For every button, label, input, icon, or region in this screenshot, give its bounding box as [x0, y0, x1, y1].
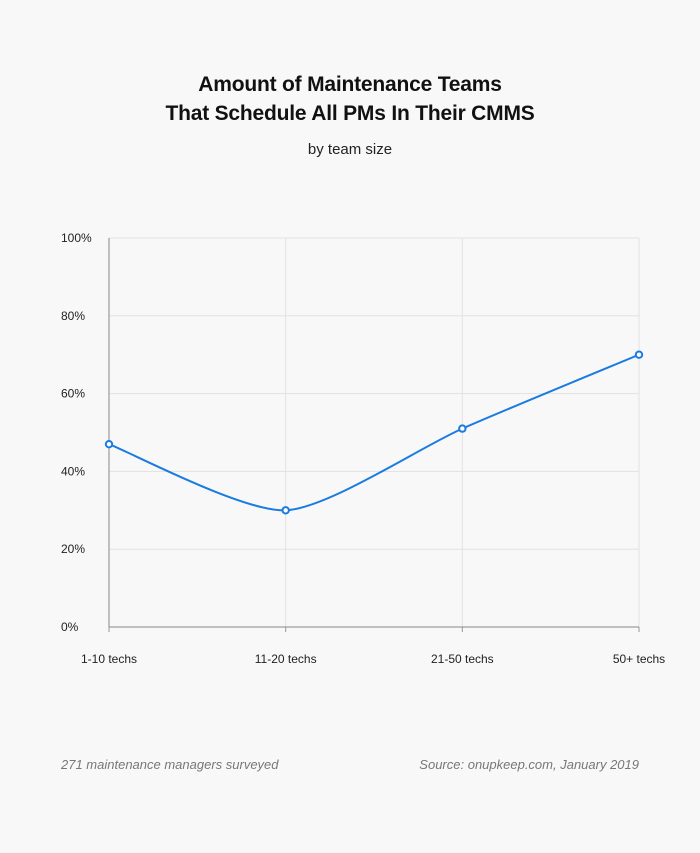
chart-subtitle: by team size: [307, 141, 393, 158]
y-tick-label: 20%: [61, 542, 85, 556]
series-line: [108, 353, 640, 512]
x-tick-label: 1-10 techs: [81, 652, 137, 666]
chart-title-line-1: Amount of Maintenance Teams: [198, 73, 502, 96]
x-tick-label: 50+ techs: [613, 652, 665, 666]
x-tick-label: 21-50 techs: [431, 652, 494, 666]
y-tick-label: 80%: [61, 309, 85, 323]
y-tick-label: 100%: [61, 231, 92, 245]
data-point: [104, 439, 114, 449]
data-point: [634, 350, 644, 359]
source-note: Source: onupkeep.com, January 2019: [419, 757, 639, 772]
x-tick-label: 11-20 techs: [255, 652, 317, 666]
y-tick-label: 0%: [61, 620, 79, 634]
data-point: [458, 424, 467, 433]
y-tick-label: 60%: [61, 387, 85, 401]
data-point: [281, 506, 290, 515]
chart-title: Amount of Maintenance Teams That Schedul…: [0, 70, 700, 128]
y-tick-label: 40%: [61, 464, 85, 478]
survey-note: 271 maintenance managers surveyed: [61, 757, 279, 772]
chart-title-line-2: That Schedule All PMs In Their CMMS: [165, 102, 535, 125]
